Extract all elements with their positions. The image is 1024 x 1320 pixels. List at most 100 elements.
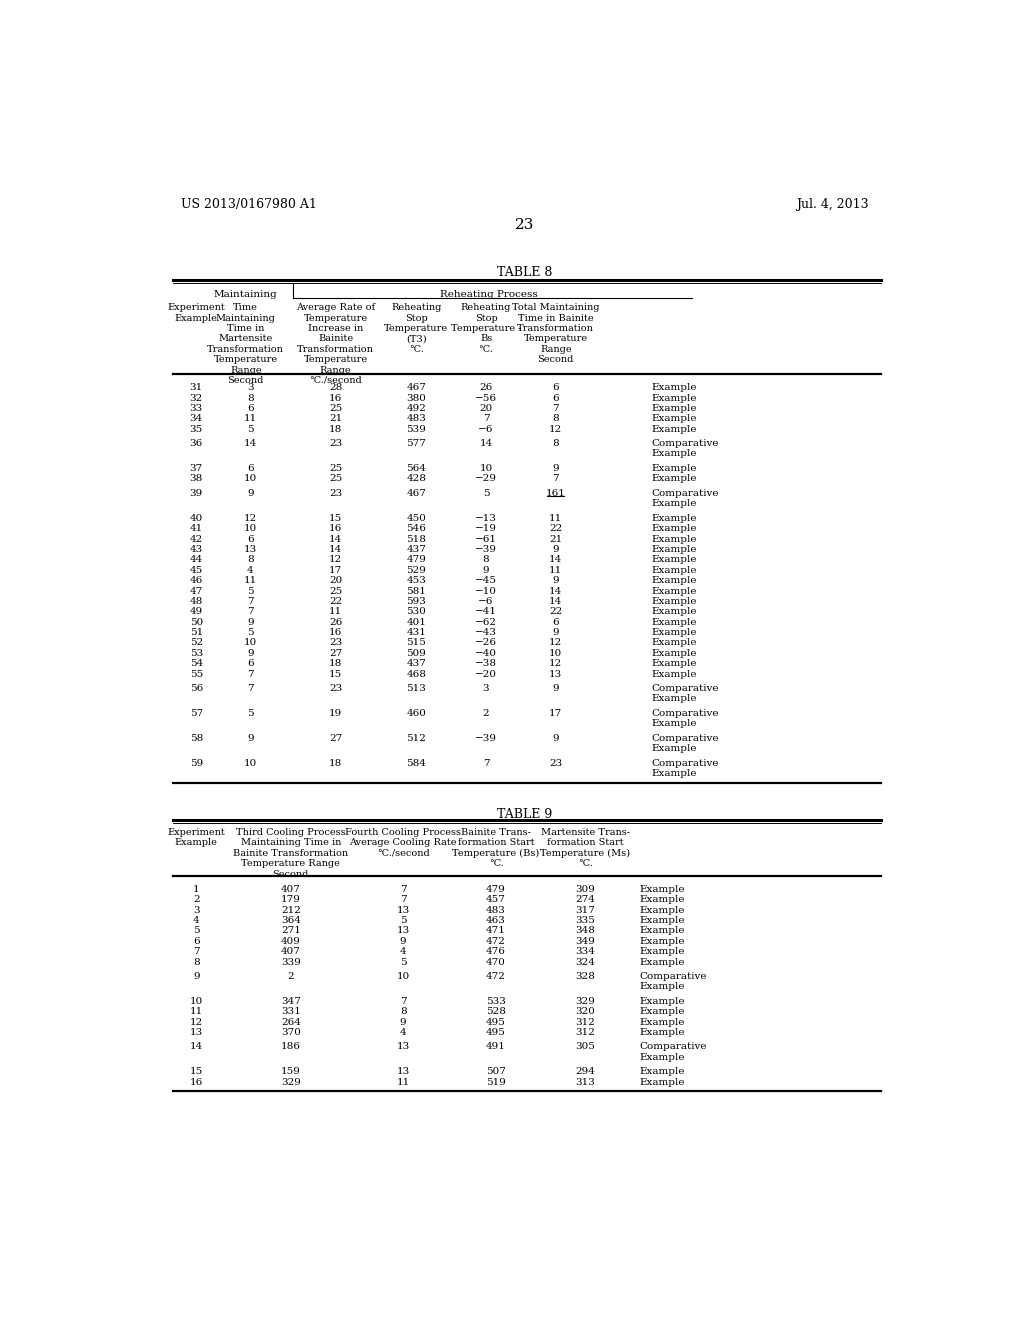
Text: 10: 10 <box>479 465 493 473</box>
Text: Example: Example <box>640 937 685 946</box>
Text: 463: 463 <box>486 916 506 925</box>
Text: 11: 11 <box>189 1007 203 1016</box>
Text: −20: −20 <box>475 669 497 678</box>
Text: 593: 593 <box>407 597 426 606</box>
Text: 11: 11 <box>244 576 257 585</box>
Text: 58: 58 <box>189 734 203 743</box>
Text: 12: 12 <box>329 556 342 565</box>
Text: 186: 186 <box>281 1043 301 1051</box>
Text: Example: Example <box>651 513 696 523</box>
Text: −29: −29 <box>475 474 497 483</box>
Text: 13: 13 <box>396 927 410 936</box>
Text: 584: 584 <box>407 759 426 768</box>
Text: Example: Example <box>651 694 696 704</box>
Text: 6: 6 <box>247 535 254 544</box>
Text: 25: 25 <box>329 465 342 473</box>
Text: 21: 21 <box>329 414 342 424</box>
Text: 407: 407 <box>281 884 301 894</box>
Text: Reheating
Stop
Temperature -
Bs
°C.: Reheating Stop Temperature - Bs °C. <box>451 304 521 354</box>
Text: 26: 26 <box>329 618 342 627</box>
Text: 495: 495 <box>486 1028 506 1038</box>
Text: 7: 7 <box>247 684 254 693</box>
Text: 6: 6 <box>247 465 254 473</box>
Text: −19: −19 <box>475 524 497 533</box>
Text: 9: 9 <box>553 734 559 743</box>
Text: 581: 581 <box>407 586 426 595</box>
Text: 56: 56 <box>189 684 203 693</box>
Text: 9: 9 <box>247 734 254 743</box>
Text: 539: 539 <box>407 425 426 434</box>
Text: 9: 9 <box>247 488 254 498</box>
Text: 18: 18 <box>329 759 342 768</box>
Text: 339: 339 <box>281 958 301 966</box>
Text: 40: 40 <box>189 513 203 523</box>
Text: 9: 9 <box>247 618 254 627</box>
Text: Example: Example <box>651 597 696 606</box>
Text: 564: 564 <box>407 465 426 473</box>
Text: 515: 515 <box>407 639 426 648</box>
Text: 7: 7 <box>247 669 254 678</box>
Text: Experiment
Example: Experiment Example <box>167 828 225 847</box>
Text: Example: Example <box>651 566 696 574</box>
Text: 13: 13 <box>396 1043 410 1051</box>
Text: Example: Example <box>651 770 696 779</box>
Text: 23: 23 <box>329 639 342 648</box>
Text: 23: 23 <box>329 440 342 447</box>
Text: 8: 8 <box>553 414 559 424</box>
Text: 528: 528 <box>486 1007 506 1016</box>
Text: 8: 8 <box>247 556 254 565</box>
Text: 483: 483 <box>486 906 506 915</box>
Text: 2: 2 <box>193 895 200 904</box>
Text: 13: 13 <box>396 906 410 915</box>
Text: 11: 11 <box>549 513 562 523</box>
Text: 328: 328 <box>575 972 595 981</box>
Text: 52: 52 <box>189 639 203 648</box>
Text: 334: 334 <box>575 948 595 956</box>
Text: 407: 407 <box>281 948 301 956</box>
Text: 274: 274 <box>575 895 595 904</box>
Text: 16: 16 <box>329 393 342 403</box>
Text: 529: 529 <box>407 566 426 574</box>
Text: 5: 5 <box>193 927 200 936</box>
Text: 44: 44 <box>189 556 203 565</box>
Text: 2: 2 <box>482 709 489 718</box>
Text: 212: 212 <box>281 906 301 915</box>
Text: 10: 10 <box>244 759 257 768</box>
Text: 9: 9 <box>247 649 254 657</box>
Text: 25: 25 <box>329 586 342 595</box>
Text: 14: 14 <box>549 556 562 565</box>
Text: 37: 37 <box>189 465 203 473</box>
Text: 380: 380 <box>407 393 426 403</box>
Text: 401: 401 <box>407 618 426 627</box>
Text: 349: 349 <box>575 937 595 946</box>
Text: 533: 533 <box>486 997 506 1006</box>
Text: 16: 16 <box>329 524 342 533</box>
Text: −13: −13 <box>475 513 497 523</box>
Text: 31: 31 <box>189 383 203 392</box>
Text: 8: 8 <box>247 393 254 403</box>
Text: 450: 450 <box>407 513 426 523</box>
Text: TABLE 8: TABLE 8 <box>497 267 553 280</box>
Text: 18: 18 <box>329 425 342 434</box>
Text: 12: 12 <box>189 1018 203 1027</box>
Text: 9: 9 <box>553 684 559 693</box>
Text: Example: Example <box>640 1077 685 1086</box>
Text: −39: −39 <box>475 734 497 743</box>
Text: 324: 324 <box>575 958 595 966</box>
Text: 6: 6 <box>193 937 200 946</box>
Text: 9: 9 <box>399 937 407 946</box>
Text: 317: 317 <box>575 906 595 915</box>
Text: 471: 471 <box>486 927 506 936</box>
Text: Comparative: Comparative <box>640 1043 707 1051</box>
Text: Example: Example <box>651 618 696 627</box>
Text: 11: 11 <box>549 566 562 574</box>
Text: Example: Example <box>651 607 696 616</box>
Text: 5: 5 <box>247 709 254 718</box>
Text: 59: 59 <box>189 759 203 768</box>
Text: 546: 546 <box>407 524 426 533</box>
Text: Example: Example <box>651 535 696 544</box>
Text: 457: 457 <box>486 895 506 904</box>
Text: 313: 313 <box>575 1077 595 1086</box>
Text: 5: 5 <box>399 916 407 925</box>
Text: 347: 347 <box>281 997 301 1006</box>
